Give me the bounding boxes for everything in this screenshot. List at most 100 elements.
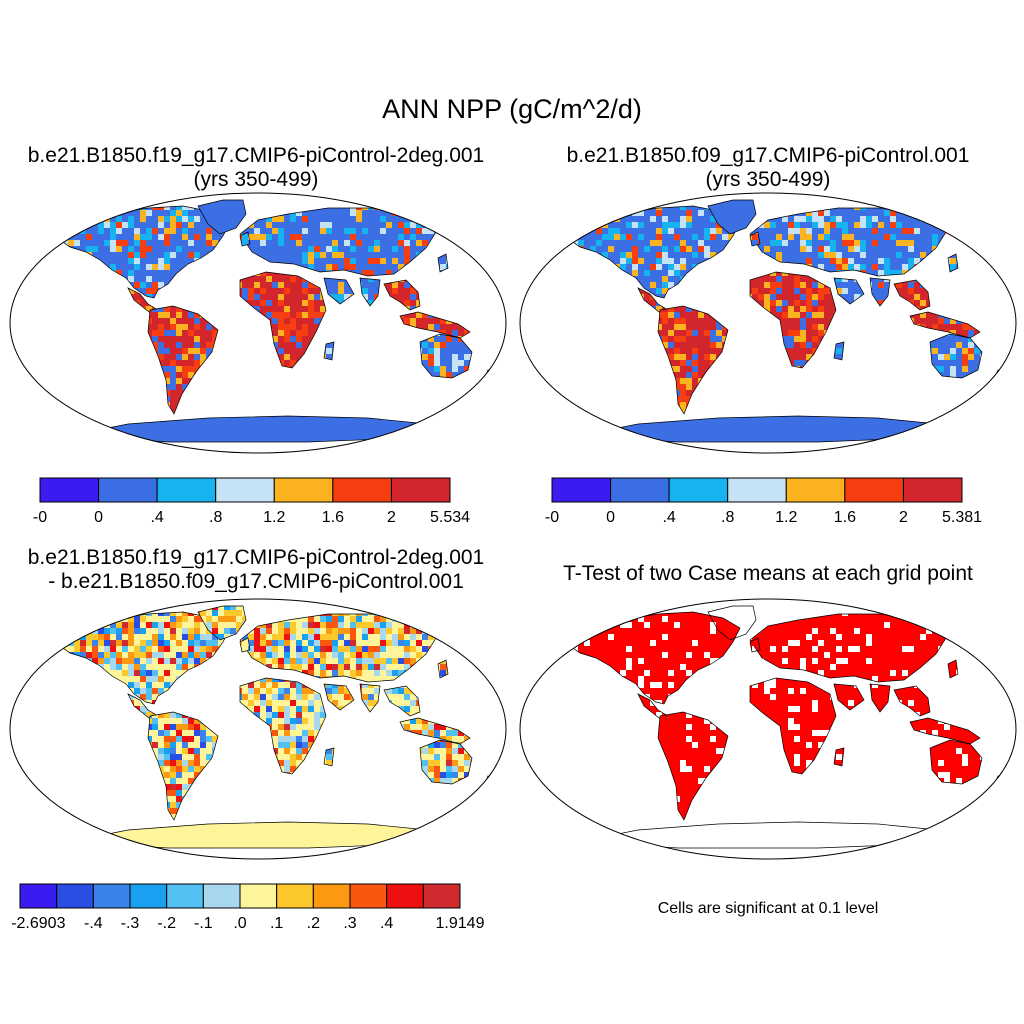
land-india <box>870 278 890 306</box>
land-africa <box>240 678 326 774</box>
land-europe <box>240 614 438 682</box>
colorbar-label: -.1 <box>194 915 213 932</box>
colorbar-panel-2: -0 0 .4 .8 1.2 1.6 2 5.381 <box>545 477 982 526</box>
colorbar-box <box>551 477 612 503</box>
panel-2-title-line2: (yrs 350-499) <box>705 168 831 191</box>
land-antarctica <box>68 822 458 848</box>
colorbar-label: -.2 <box>157 915 176 932</box>
colorbar-label: -.4 <box>84 915 103 932</box>
panel-1-title: b.e21.B1850.f19_g17.CMIP6-piControl-2deg… <box>0 144 512 192</box>
land-new-zealand <box>484 370 496 388</box>
colorbar-label: 1.2 <box>775 509 797 526</box>
colorbar-label: 5.534 <box>430 509 470 526</box>
colorbar-box <box>166 883 204 909</box>
land-europe <box>240 208 438 276</box>
land-africa <box>240 272 326 368</box>
panel-2-title-line1: b.e21.B1850.f09_g17.CMIP6-piControl.001 <box>566 144 970 167</box>
colorbar-label: .8 <box>209 509 222 526</box>
colorbar-label: .4 <box>150 509 163 526</box>
colorbar-label: -2.6903 <box>11 915 65 932</box>
colorbar-label: 2 <box>387 509 396 526</box>
colorbar-box <box>844 477 904 503</box>
land-europe <box>750 208 948 276</box>
colorbar-label: -0 <box>33 509 47 526</box>
colorbar-label: .1 <box>270 915 283 932</box>
colorbar-label: 1.9149 <box>436 915 485 932</box>
panel-3-title: b.e21.B1850.f19_g17.CMIP6-piControl-2deg… <box>0 546 512 594</box>
colorbar-box <box>276 883 314 909</box>
panel-2-title: b.e21.B1850.f09_g17.CMIP6-piControl.001 … <box>512 144 1024 192</box>
land-arabia <box>324 278 354 304</box>
colorbar-box <box>390 477 451 503</box>
map-border <box>519 598 1017 860</box>
colorbar-box <box>422 883 461 909</box>
land-madagascar <box>324 748 334 766</box>
land-india <box>870 684 890 712</box>
colorbar-box <box>312 883 351 909</box>
colorbar-label: .3 <box>343 915 356 932</box>
panel-3-title-line2: - b.e21.B1850.f09_g17.CMIP6-piControl.00… <box>48 570 464 593</box>
land-india <box>360 278 380 306</box>
land-arabia <box>834 278 864 304</box>
colorbar-label: 2 <box>899 509 908 526</box>
map-panel-3 <box>9 598 507 860</box>
land-arabia <box>834 684 864 710</box>
panel-3-title-line1: b.e21.B1850.f19_g17.CMIP6-piControl-2deg… <box>27 546 485 569</box>
land-antarctica <box>68 416 458 442</box>
map-border <box>9 192 507 454</box>
significance-note: Cells are significant at 0.1 level <box>657 900 879 917</box>
colorbar-box <box>610 477 670 503</box>
land-north-america <box>60 206 230 298</box>
colorbar-box <box>668 477 729 503</box>
land-south-america <box>148 306 218 414</box>
land-new-zealand <box>994 370 1006 388</box>
land-south-america <box>658 712 728 820</box>
colorbar-label: 5.381 <box>942 509 982 526</box>
land-se-asia <box>894 686 930 716</box>
land-madagascar <box>834 748 844 766</box>
map-border <box>519 192 1017 454</box>
land-north-america <box>570 612 740 704</box>
colorbar-box <box>202 883 241 909</box>
land-india <box>360 684 380 712</box>
colorbar-box <box>727 477 787 503</box>
colorbar-box <box>98 477 158 503</box>
land-north-america <box>570 206 740 298</box>
colorbar-label: .8 <box>721 509 734 526</box>
colorbar-label: .2 <box>307 915 320 932</box>
colorbar-label: 1.6 <box>322 509 344 526</box>
main-title: ANN NPP (gC/m^2/d) <box>382 94 642 124</box>
colorbar-box <box>56 883 94 909</box>
colorbar-box <box>92 883 131 909</box>
land-se-asia <box>894 280 930 310</box>
panel-4-title: T-Test of two Case means at each grid po… <box>512 562 1024 586</box>
colorbar-box <box>349 883 388 909</box>
colorbar-box <box>239 883 278 909</box>
land-africa <box>750 272 836 368</box>
colorbar-label: .4 <box>380 915 393 932</box>
colorbar-box <box>785 477 846 503</box>
colorbar-box <box>156 477 217 503</box>
colorbar-box <box>332 477 392 503</box>
land-north-america <box>60 612 230 704</box>
land-arabia <box>324 684 354 710</box>
land-new-zealand <box>484 776 496 794</box>
panel-4-title-line1: T-Test of two Case means at each grid po… <box>563 562 973 585</box>
land-new-zealand <box>994 776 1006 794</box>
colorbar-box <box>273 477 334 503</box>
map-panel-2 <box>519 192 1017 454</box>
colorbar-label: -.3 <box>121 915 140 932</box>
land-south-america <box>148 712 218 820</box>
land-south-america <box>658 306 728 414</box>
colorbar-label: .4 <box>662 509 675 526</box>
colorbar-label: 1.2 <box>263 509 285 526</box>
land-africa <box>750 678 836 774</box>
colorbar-label: 0 <box>94 509 103 526</box>
colorbar-label: 1.6 <box>834 509 856 526</box>
land-madagascar <box>834 342 844 360</box>
colorbar-label: -0 <box>545 509 559 526</box>
panel-1-title-line2: (yrs 350-499) <box>193 168 319 191</box>
colorbar-label: 0 <box>606 509 615 526</box>
colorbar-box <box>39 477 100 503</box>
map-panel-4 <box>519 598 1017 860</box>
